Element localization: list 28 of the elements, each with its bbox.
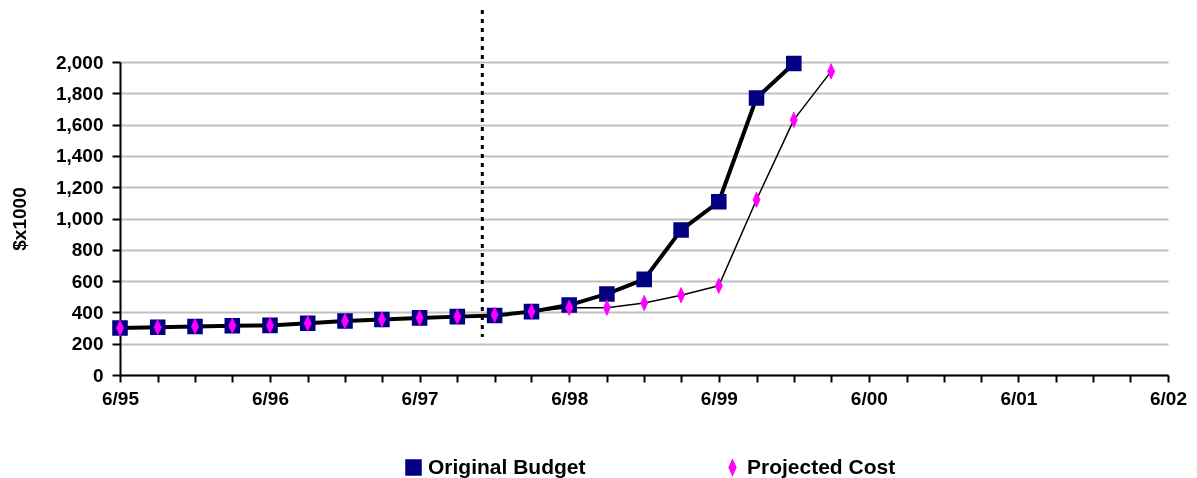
- y-tick-label: 400: [71, 301, 104, 323]
- x-tick-label: 6/99: [700, 387, 738, 409]
- point: [786, 55, 802, 72]
- x-tick-label: 6/02: [1150, 387, 1187, 409]
- legend-label: Projected Cost: [747, 454, 896, 478]
- legend-label: Original Budget: [428, 454, 586, 478]
- x-tick-label: 6/98: [551, 387, 589, 409]
- y-tick-label: 0: [92, 364, 104, 386]
- point: [748, 90, 765, 106]
- y-axis-title: $x1000: [8, 187, 30, 251]
- y-tick-label: 1,400: [55, 145, 104, 167]
- y-tick-label: 2,000: [55, 51, 104, 73]
- y-tick-label: 200: [71, 333, 104, 355]
- y-tick-label: 1,200: [55, 176, 104, 198]
- y-tick-label: 1,600: [55, 114, 104, 136]
- y-tick-label: 800: [71, 239, 104, 261]
- point: [599, 286, 615, 302]
- x-tick-label: 6/96: [252, 387, 289, 409]
- point: [711, 193, 727, 210]
- y-tick-label: 1,800: [55, 82, 104, 104]
- x-tick-label: 6/00: [850, 387, 888, 409]
- point: [673, 222, 689, 238]
- x-tick-label: 6/01: [1000, 387, 1038, 409]
- x-tick-label: 6/97: [401, 387, 439, 409]
- y-tick-label: 1,000: [55, 208, 104, 229]
- y-tick-label: 600: [71, 270, 104, 292]
- point: [636, 271, 652, 288]
- x-tick-label: 6/95: [102, 387, 140, 409]
